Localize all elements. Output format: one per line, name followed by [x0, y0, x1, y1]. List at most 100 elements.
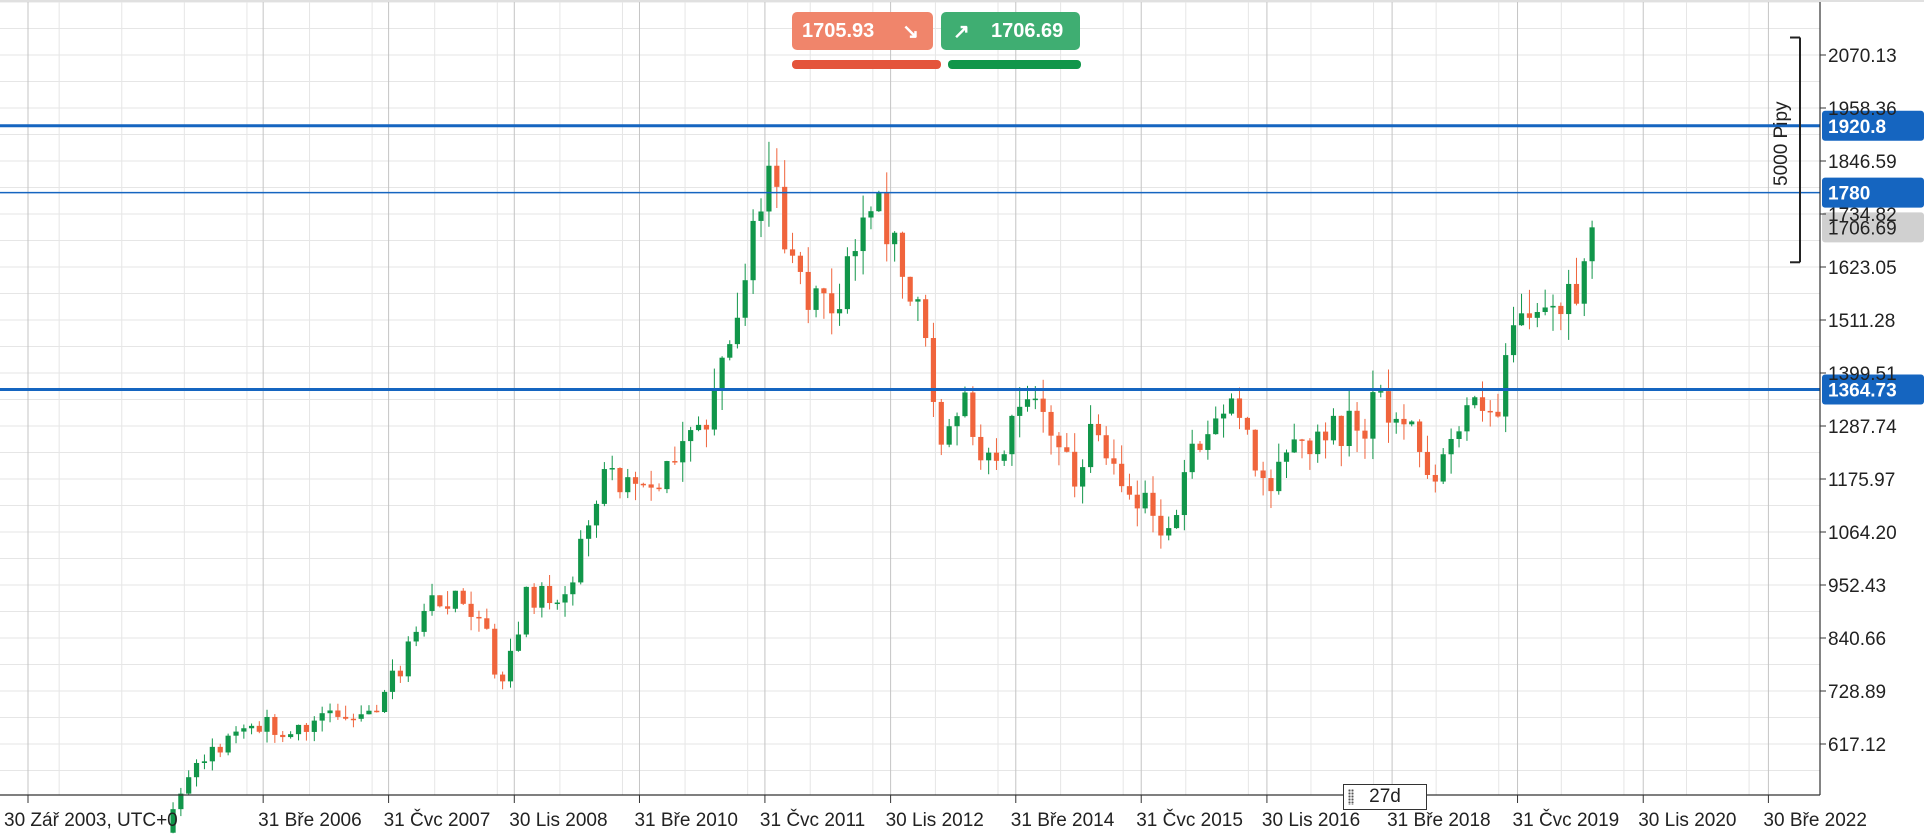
candle-body [695, 424, 702, 431]
candle-body [256, 725, 262, 732]
candle-bullish [719, 356, 725, 411]
candle-bearish [280, 731, 286, 743]
candle-body [852, 251, 858, 257]
candle-body [1197, 443, 1203, 450]
candle-bullish [1550, 294, 1556, 331]
candle-bullish [609, 455, 615, 481]
candle-bullish [381, 689, 388, 713]
y-tick-label: 1734.82 [1828, 205, 1897, 226]
candle-body [366, 710, 372, 715]
candle-body [1581, 261, 1587, 304]
candle-bullish [1393, 412, 1399, 434]
candle-bullish [750, 209, 756, 294]
period-label: 27d [1369, 786, 1401, 807]
candle-bearish [256, 721, 262, 734]
candle-bearish [993, 438, 1000, 470]
candle-bullish [836, 283, 843, 326]
candle-bullish [429, 583, 435, 616]
candle-bullish [1378, 384, 1384, 398]
candle-bearish [1252, 429, 1258, 477]
candle-body [797, 255, 803, 272]
drag-grip-icon[interactable] [1348, 789, 1354, 805]
candle-body [1056, 435, 1062, 448]
buy-quote-button[interactable]: ↗ 1706.69 [941, 12, 1080, 50]
candle-bearish [272, 714, 278, 743]
candle-bullish [1510, 306, 1517, 363]
candle-body [1346, 410, 1352, 447]
candle-bullish [1220, 404, 1227, 438]
candle-bearish [1479, 381, 1486, 422]
candle-body [938, 401, 944, 445]
candle-body [1158, 515, 1164, 536]
candle-bearish [1307, 438, 1313, 470]
candle-bullish [1276, 443, 1282, 495]
candle-body [1362, 430, 1368, 439]
candle-body [1385, 391, 1392, 423]
candle-body [813, 288, 819, 310]
candle-bullish [1542, 289, 1548, 316]
candle-bearish [1558, 302, 1564, 331]
candle-body [1080, 467, 1086, 487]
period-selector[interactable]: 27d [1343, 784, 1427, 810]
x-tick-label: 31 Bře 2006 [258, 810, 362, 831]
candle-body [1378, 391, 1384, 393]
candle-bearish [648, 470, 654, 501]
candle-bullish [625, 468, 631, 499]
candle-body [437, 595, 443, 607]
candle-body [217, 746, 223, 753]
candle-bullish [1009, 414, 1015, 466]
candle-body [1432, 474, 1438, 482]
candle-bullish [1213, 406, 1219, 435]
candle-bullish [766, 141, 772, 227]
candle-body [868, 211, 874, 218]
candle-body [492, 628, 498, 675]
candle-bullish [986, 447, 992, 475]
candle-body [186, 777, 192, 794]
candle-bearish [907, 276, 913, 306]
candle-bearish [1299, 438, 1305, 459]
candle-bullish [852, 239, 858, 281]
pip-measure-label: 5000 Pipy [1771, 101, 1792, 186]
level-price-tag-2 [1822, 177, 1924, 208]
sell-quote-button[interactable]: 1705.93 ↘ [792, 12, 933, 50]
candle-bullish [954, 412, 960, 446]
candle-bullish [1080, 459, 1086, 504]
candle-bearish [1040, 379, 1046, 433]
candle-bullish [695, 416, 702, 432]
candle-bearish [546, 574, 553, 610]
candle-body [170, 809, 176, 833]
y-tick-label: 1064.20 [1828, 523, 1897, 544]
candle-bearish [484, 608, 490, 630]
candle-body [789, 249, 796, 256]
candle-bullish [319, 706, 325, 732]
candle-bearish [797, 251, 803, 285]
candle-body [421, 610, 427, 632]
candle-body [711, 389, 717, 430]
level-price-label-1: 1920.8 [1828, 117, 1886, 138]
candle-bullish [1566, 269, 1572, 340]
candle-body [1032, 398, 1038, 401]
candle-body [758, 211, 764, 221]
candle-body [750, 220, 756, 281]
y-tick-label: 1399.51 [1828, 364, 1897, 385]
candle-body [578, 538, 584, 583]
candle-bullish [209, 738, 215, 771]
x-tick-label: 30 Lis 2012 [886, 810, 984, 831]
candle-bullish [233, 726, 239, 744]
candle-bearish [899, 231, 906, 299]
candle-bearish [1134, 480, 1140, 527]
candle-body [562, 594, 568, 603]
candle-body [1472, 397, 1478, 406]
candle-bearish [397, 665, 403, 683]
candle-bullish [1017, 387, 1023, 438]
candle-body [1291, 439, 1297, 453]
candle-bullish [1581, 258, 1587, 317]
candle-bullish [915, 296, 921, 321]
candle-bearish [1119, 445, 1125, 493]
candle-body [1126, 486, 1133, 495]
candle-bearish [217, 743, 223, 758]
candle-bearish [821, 287, 827, 319]
candle-body [899, 232, 906, 277]
